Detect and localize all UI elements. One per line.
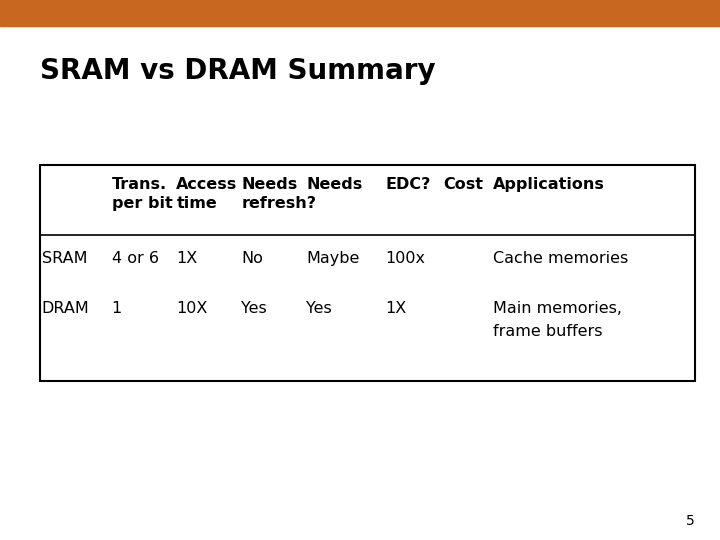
Text: Yes: Yes xyxy=(241,301,267,316)
Text: Cost: Cost xyxy=(443,177,483,192)
Text: Access: Access xyxy=(176,177,238,192)
Text: Cache memories: Cache memories xyxy=(493,251,629,266)
Text: 5: 5 xyxy=(686,514,695,528)
Text: EDC?: EDC? xyxy=(385,177,431,192)
Text: Main memories,: Main memories, xyxy=(493,301,622,316)
Text: 1X: 1X xyxy=(385,301,407,316)
Text: DRAM: DRAM xyxy=(42,301,89,316)
Text: Maybe: Maybe xyxy=(306,251,359,266)
Text: Trans.: Trans. xyxy=(112,177,167,192)
Text: Needs: Needs xyxy=(306,177,362,192)
Text: time: time xyxy=(176,195,217,211)
Text: SRAM: SRAM xyxy=(42,251,87,266)
Text: Applications: Applications xyxy=(493,177,605,192)
Text: SRAM vs DRAM Summary: SRAM vs DRAM Summary xyxy=(40,57,435,85)
Text: 1X: 1X xyxy=(176,251,198,266)
Text: 100x: 100x xyxy=(385,251,426,266)
Text: Needs: Needs xyxy=(241,177,297,192)
Text: 4 or 6: 4 or 6 xyxy=(112,251,158,266)
Text: frame buffers: frame buffers xyxy=(493,323,603,339)
Text: No: No xyxy=(241,251,263,266)
Text: per bit: per bit xyxy=(112,195,172,211)
Text: refresh?: refresh? xyxy=(241,195,316,211)
Text: 10X: 10X xyxy=(176,301,208,316)
Text: Yes: Yes xyxy=(306,301,332,316)
Text: 1: 1 xyxy=(112,301,122,316)
